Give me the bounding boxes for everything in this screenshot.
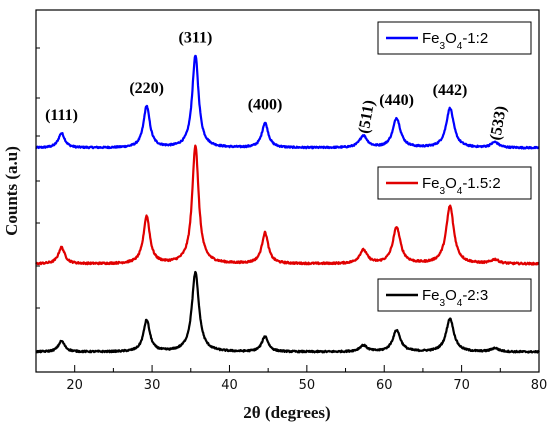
x-tick-label: 50: [299, 378, 316, 393]
y-axis-ticks: [36, 47, 40, 353]
x-tick-label: 80: [531, 378, 548, 393]
y-axis-title: Counts (a.u): [2, 146, 21, 236]
series-line-2: [35, 144, 540, 266]
legend-label: Fe3O4-1.5:2: [422, 175, 501, 197]
peak-label: (442): [433, 82, 468, 99]
peak-label: (111): [45, 107, 78, 124]
x-tick-label: 60: [376, 378, 393, 393]
x-tick-label: 40: [221, 378, 238, 393]
legend-label: Fe3O4-1:2: [422, 30, 488, 52]
x-axis-ticks: 20 30 40 50 60 70 80: [35, 365, 548, 393]
peak-label: (220): [129, 80, 164, 97]
curves-layer: [35, 54, 540, 354]
legend-label: Fe3O4-2:3: [422, 287, 488, 309]
x-tick-label: 20: [66, 378, 83, 393]
plot-frame: [35, 9, 540, 373]
legend-entry-2: Fe3O4-1.5:2: [377, 166, 532, 200]
peak-label: (511): [356, 99, 379, 135]
legend-entry-3: Fe3O4-2:3: [377, 278, 532, 312]
peak-label: (311): [179, 30, 213, 47]
peak-label: (440): [379, 92, 414, 109]
series-line-1: [35, 54, 540, 150]
x-tick-label: 70: [453, 378, 470, 393]
legend-boxes: Fe3O4-1:2 Fe3O4-1.5:2 Fe3O4-2:3: [377, 21, 532, 312]
legend-entry-1: Fe3O4-1:2: [377, 21, 532, 55]
peak-label: (533): [487, 105, 510, 142]
x-axis-title: 2θ (degrees): [243, 403, 330, 422]
peak-label: (400): [248, 97, 283, 114]
series-line-3: [35, 270, 540, 354]
peak-annotations: (111) (220) (311) (400) (511) (440) (442) (533): [45, 30, 510, 142]
x-tick-label: 30: [144, 378, 161, 393]
